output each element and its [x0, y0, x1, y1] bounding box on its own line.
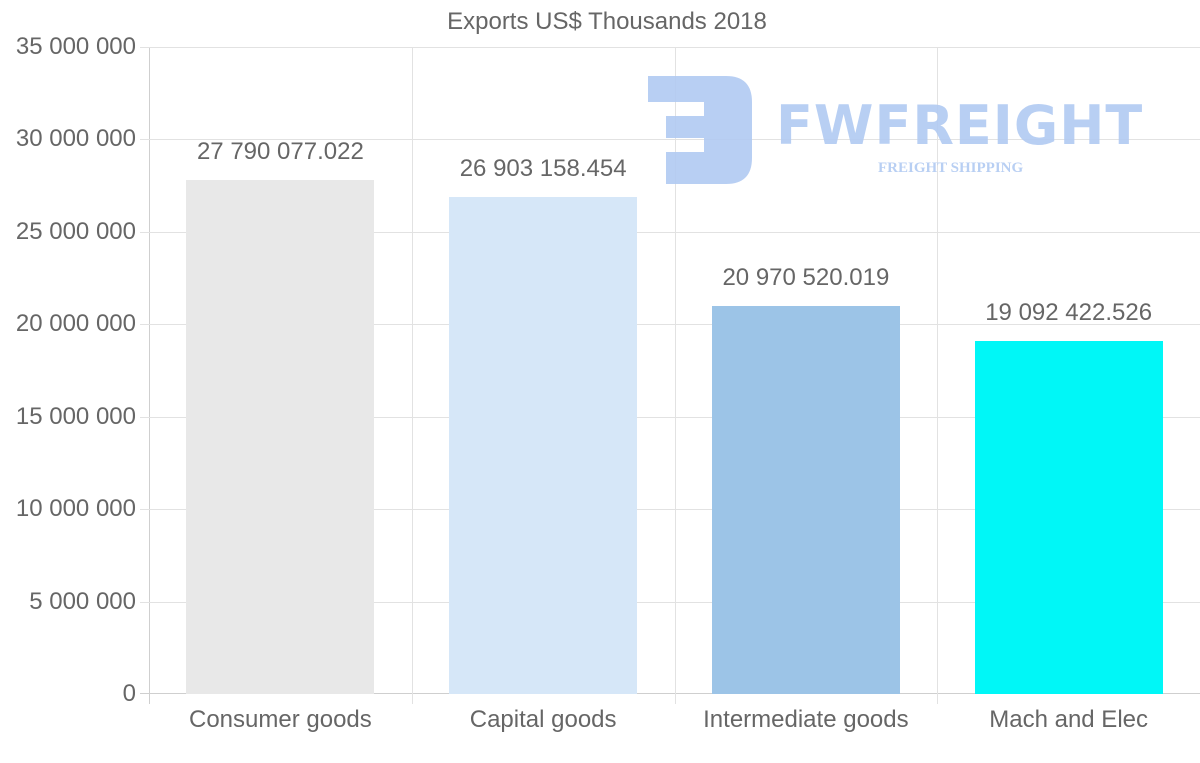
y-tick-label: 30 000 000: [15, 125, 136, 153]
gridline-vertical: [412, 47, 413, 704]
x-tick-label: Capital goods: [469, 706, 617, 733]
fwfreight-watermark: FWFREIGHT FREIGHT SHIPPING: [646, 72, 1156, 187]
y-tick-label: 0: [122, 680, 136, 707]
gridline-horizontal: [140, 231, 1200, 233]
bar-consumer-goods[interactable]: [186, 180, 375, 694]
y-tick-label: 25 000 000: [15, 217, 136, 245]
x-tick-label: Intermediate goods: [703, 706, 909, 733]
bar-value-label: 26 903 158.454: [459, 154, 627, 182]
gridline-vertical: [937, 47, 938, 704]
plot-area: 27 790 077.022 26 903 158.454 20 970 520.0…: [140, 47, 1200, 704]
bar-intermediate-goods[interactable]: [711, 306, 900, 694]
gridline-horizontal: [140, 601, 1200, 603]
gridline-vertical: [675, 47, 676, 704]
bar-capital-goods[interactable]: [449, 196, 638, 694]
gridline-horizontal: [140, 47, 1200, 48]
y-tick-label: 5 000 000: [29, 587, 136, 615]
gridline-horizontal: [140, 324, 1200, 326]
watermark-tagline: FREIGHT SHIPPING: [878, 160, 1024, 176]
y-tick-label: 10 000 000: [15, 495, 136, 523]
watermark-brand: FWFREIGHT: [776, 94, 1144, 157]
y-tick-label: 20 000 000: [15, 310, 136, 338]
chart-title: Exports US$ Thousands 2018: [447, 8, 767, 35]
x-tick-label: Consumer goods: [188, 706, 372, 733]
bar-value-label: 27 790 077.022: [196, 138, 364, 166]
y-tick-label: 35 000 000: [15, 33, 136, 60]
y-axis-line: [149, 47, 150, 704]
gridline-horizontal: [140, 509, 1200, 511]
fwfreight-logo-icon: [648, 76, 752, 184]
x-tick-label: Mach and Elec: [989, 706, 1149, 733]
bar-mach-and-elec[interactable]: [974, 341, 1163, 694]
bar-value-label: 20 970 520.019: [722, 264, 890, 292]
gridline-horizontal: [140, 139, 1200, 141]
gridline-horizontal: [140, 416, 1200, 418]
y-tick-label: 15 000 000: [15, 402, 136, 430]
x-axis-line: [140, 693, 1200, 694]
bar-value-label: 19 092 422.526: [985, 299, 1153, 327]
